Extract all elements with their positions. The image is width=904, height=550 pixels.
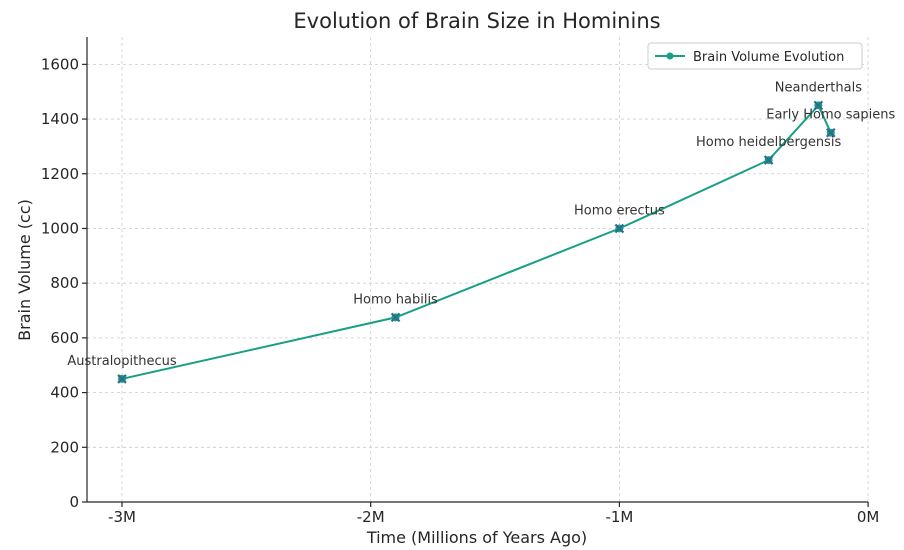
y-tick-label: 1400	[41, 110, 79, 128]
x-marker-stroke	[390, 312, 401, 323]
legend-label: Brain Volume Evolution	[693, 50, 844, 65]
y-tick-label: 600	[50, 329, 79, 347]
legend-box	[647, 42, 863, 70]
x-marker-stroke	[614, 223, 625, 234]
data-point-x-marker	[117, 374, 127, 384]
x-tick-label: -3M	[108, 508, 136, 526]
grid	[87, 37, 869, 503]
x-marker-stroke	[117, 374, 127, 384]
x-tick-label: 0M	[857, 508, 880, 526]
series	[117, 100, 836, 384]
data-point-annotation: Homo heidelbergensis	[696, 135, 841, 150]
x-tick-label: -2M	[357, 508, 385, 526]
data-point-x-marker	[813, 100, 824, 111]
x-tick-label: -1M	[605, 508, 633, 526]
y-axis-label: Brain Volume (cc)	[15, 199, 34, 341]
y-tick-label: 1200	[41, 165, 79, 183]
y-tick-label: 800	[50, 274, 79, 292]
series-line	[121, 103, 832, 380]
axes: -3M -2M -1M 0M 0 200 400 600 800 1000 1200 1400 1600	[41, 37, 880, 526]
x-marker-stroke	[826, 127, 836, 138]
data-point-x-marker	[390, 312, 401, 323]
x-marker-stroke	[813, 100, 824, 111]
data-point-x-marker	[614, 223, 625, 234]
y-tick-label: 0	[69, 493, 79, 511]
data-point-annotation: Homo erectus	[574, 203, 665, 218]
data-point-x-marker	[763, 155, 774, 165]
legend-marker	[666, 52, 674, 60]
data-point-annotation: Homo habilis	[353, 292, 438, 307]
y-tick-label: 1600	[41, 55, 79, 73]
y-tick-label: 200	[50, 438, 79, 456]
legend: Brain Volume Evolution	[647, 42, 863, 70]
data-point-x-marker	[826, 127, 836, 138]
x-axis-label: Time (Millions of Years Ago)	[366, 528, 587, 547]
data-point-annotation: Australopithecus	[67, 354, 176, 369]
data-point-annotation: Neanderthals	[775, 80, 862, 95]
y-tick-label: 1000	[41, 219, 79, 237]
data-point-annotation: Early Homo sapiens	[766, 108, 895, 123]
y-tick-label: 400	[50, 384, 79, 402]
annotations: Australopithecus Homo habilis Homo erectus…	[67, 80, 895, 369]
chart-title: Evolution of Brain Size in Hominins	[293, 9, 660, 33]
x-marker-stroke	[763, 155, 774, 165]
